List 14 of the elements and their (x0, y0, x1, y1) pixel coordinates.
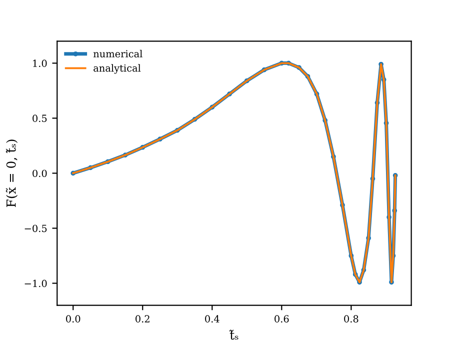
x-tick-label: 0.8 (344, 315, 358, 323)
x-axis-title: t̃ₛ (229, 330, 238, 340)
y-tick-label: 0.5 (32, 114, 47, 122)
legend-label: analytical (94, 64, 141, 74)
y-tick-label: 1.0 (33, 60, 47, 67)
legend-label: numerical (93, 50, 142, 58)
x-tick-label: 0.6 (274, 315, 289, 323)
y-tick-label: −0.5 (24, 224, 47, 232)
x-tick-label: 0.4 (205, 315, 220, 323)
y-tick-label: −1.0 (24, 280, 47, 288)
y-tick-label: 0.0 (32, 170, 47, 178)
x-tick-label: 0.2 (136, 315, 150, 323)
x-tick-label: 0.0 (66, 315, 80, 323)
y-axis-title: F(x̃ = 0, t̃ₛ) (6, 140, 18, 208)
